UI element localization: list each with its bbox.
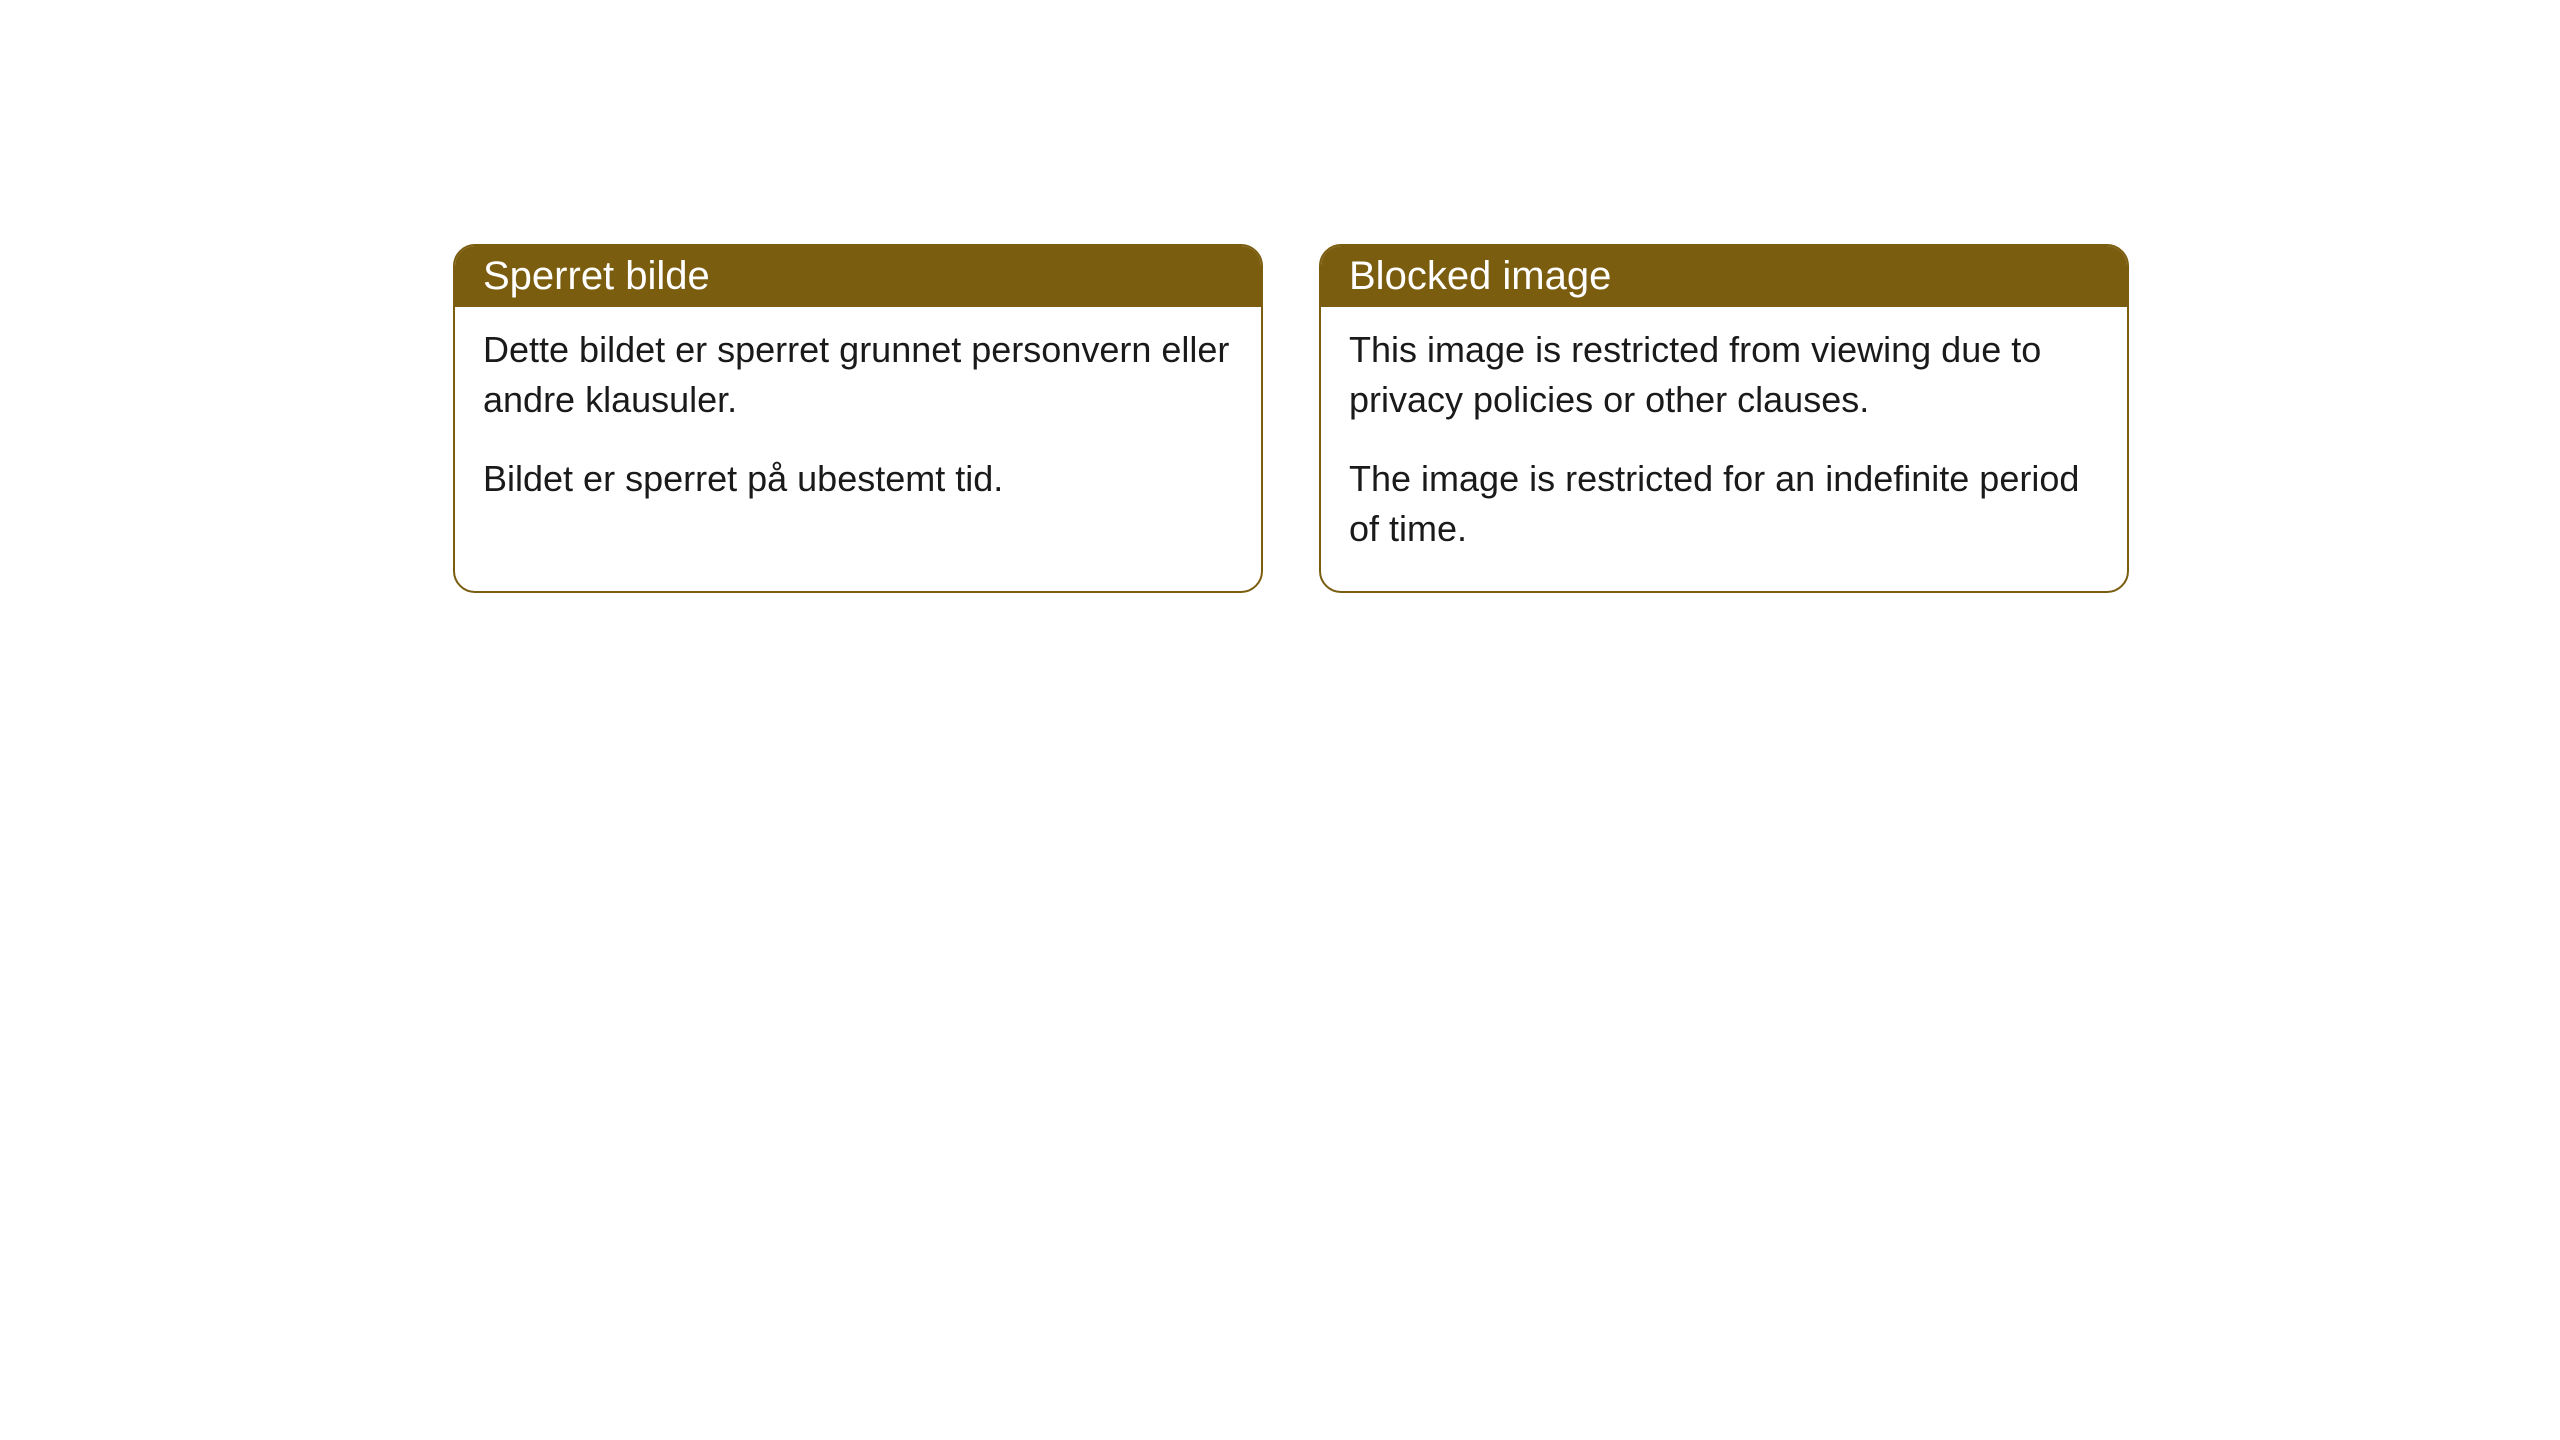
card-body-english: This image is restricted from viewing du… — [1321, 307, 2127, 591]
card-title-english: Blocked image — [1349, 254, 1611, 298]
card-paragraph-2-english: The image is restricted for an indefinit… — [1349, 454, 2099, 555]
card-header-norwegian: Sperret bilde — [455, 246, 1261, 307]
card-title-norwegian: Sperret bilde — [483, 254, 710, 298]
card-norwegian: Sperret bilde Dette bildet er sperret gr… — [453, 244, 1263, 593]
card-english: Blocked image This image is restricted f… — [1319, 244, 2129, 593]
cards-container: Sperret bilde Dette bildet er sperret gr… — [453, 244, 2560, 593]
card-header-english: Blocked image — [1321, 246, 2127, 307]
card-body-norwegian: Dette bildet er sperret grunnet personve… — [455, 307, 1261, 540]
card-paragraph-1-norwegian: Dette bildet er sperret grunnet personve… — [483, 325, 1233, 426]
card-paragraph-1-english: This image is restricted from viewing du… — [1349, 325, 2099, 426]
card-paragraph-2-norwegian: Bildet er sperret på ubestemt tid. — [483, 454, 1233, 504]
